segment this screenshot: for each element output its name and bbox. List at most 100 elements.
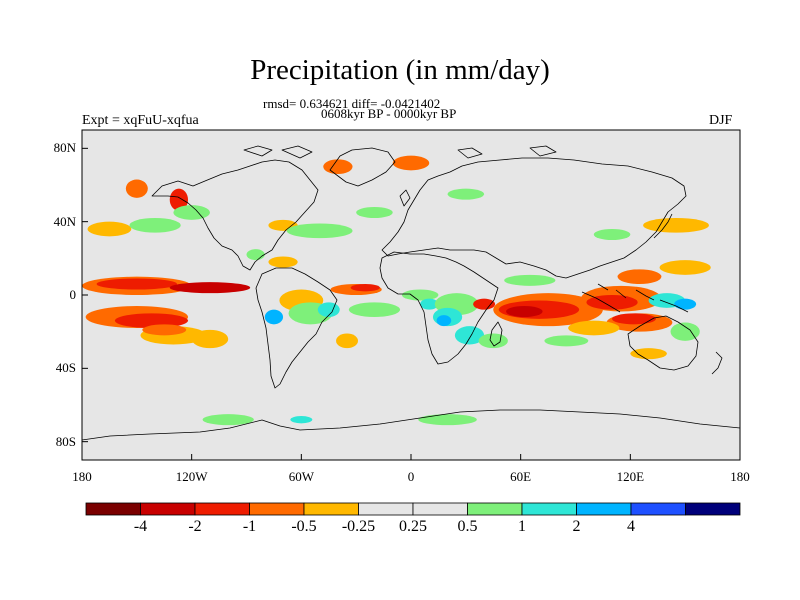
anomaly-region — [290, 416, 313, 424]
colorbar-swatch — [630, 502, 686, 516]
season-label: DJF — [709, 113, 733, 128]
north-america-coast — [151, 159, 319, 271]
anomaly-region — [191, 329, 229, 349]
anomaly-region — [420, 298, 439, 310]
x-tick-label: 120E — [616, 469, 645, 484]
x-tick-label: 180 — [72, 469, 92, 484]
anomaly-region — [169, 282, 251, 294]
anomaly-region — [336, 333, 358, 349]
arctic-islands-coast — [243, 145, 557, 159]
japan-coast — [653, 213, 673, 239]
anomaly-region — [173, 205, 210, 220]
anomaly-region — [436, 315, 452, 327]
coastline-layer — [82, 145, 740, 441]
colorbar-swatch — [412, 502, 468, 516]
anomaly-region — [659, 260, 711, 275]
anomaly-region — [478, 333, 508, 349]
anomaly-region — [593, 229, 631, 240]
experiment-label: Expt = xqFuU-xqfua — [82, 113, 199, 128]
colorbar — [85, 502, 741, 516]
anomaly-region — [286, 223, 353, 239]
colorbar-label: 0.25 — [399, 518, 427, 535]
anomaly-region — [129, 218, 181, 233]
new-zealand-coast — [711, 351, 723, 375]
anomaly-region — [473, 298, 496, 310]
y-tick-label: 80S — [55, 433, 76, 449]
colorbar-label: -0.5 — [291, 518, 317, 535]
axis-ticks — [81, 147, 741, 460]
colorbar-label: -2 — [188, 518, 202, 535]
anomaly-region — [617, 269, 662, 284]
anomaly-region — [674, 298, 697, 310]
x-tick-label: 60E — [510, 469, 532, 484]
anomaly-region — [96, 278, 178, 290]
anomaly-region — [114, 313, 189, 328]
anomaly-region — [323, 159, 353, 175]
anomaly-region — [544, 335, 589, 347]
anomaly-layer — [82, 155, 711, 426]
map-area — [82, 130, 740, 460]
anomaly-region — [169, 188, 189, 211]
anomaly-region — [268, 256, 298, 268]
colorbar-swatch — [249, 502, 305, 516]
anomaly-region — [447, 188, 485, 200]
colorbar-label: 0.5 — [457, 518, 478, 535]
colorbar-swatch — [521, 502, 577, 516]
anomaly-region — [568, 320, 620, 336]
y-tick-label: 0 — [69, 287, 77, 302]
anomaly-region — [418, 414, 477, 426]
anomaly-region — [350, 284, 380, 292]
indonesia-coast — [581, 283, 689, 313]
anomaly-region — [630, 348, 667, 360]
anomaly-region — [401, 289, 439, 301]
x-tick-label: 120W — [175, 469, 208, 484]
colorbar-label: 1 — [518, 518, 526, 535]
australia-coast — [627, 315, 699, 371]
africa-coast — [379, 251, 499, 365]
south-america-coast — [255, 267, 338, 389]
x-tick-label: 180 — [730, 469, 750, 484]
y-tick-label: 40S — [55, 360, 76, 376]
anomaly-region — [264, 309, 284, 325]
colorbar-swatch — [194, 502, 250, 516]
anomaly-region — [356, 207, 393, 218]
anomaly-region — [202, 414, 254, 426]
colorbar-swatch — [358, 502, 414, 516]
colorbar-swatch — [467, 502, 523, 516]
anomaly-region — [392, 155, 430, 171]
eurasia-coast — [381, 157, 687, 279]
anomaly-region — [142, 324, 187, 336]
anomaly-region — [87, 221, 132, 237]
colorbar-label: -0.25 — [341, 518, 376, 535]
colorbar-swatch — [576, 502, 632, 516]
period-subtitle: 0608kyr BP - 0000kyr BP — [321, 106, 457, 121]
anomaly-region — [125, 179, 148, 198]
anomaly-region — [643, 218, 709, 233]
colorbar-label: 4 — [627, 518, 635, 535]
anomaly-region — [454, 326, 485, 345]
anomaly-region — [348, 302, 401, 317]
y-tick-label: 80N — [53, 140, 76, 156]
anomaly-region — [612, 313, 656, 325]
colorbar-swatch — [685, 502, 741, 516]
anomaly-region — [506, 306, 543, 317]
colorbar-swatch — [140, 502, 196, 516]
anomaly-region — [246, 249, 265, 261]
colorbar-swatch — [303, 502, 359, 516]
colorbar-label: 2 — [572, 518, 581, 535]
greenland-coast — [329, 147, 396, 187]
x-tick-label: 60W — [288, 469, 314, 484]
anomaly-region — [504, 274, 556, 286]
x-tick-label: 0 — [407, 469, 415, 484]
colorbar-label: -4 — [133, 518, 148, 535]
y-tick-label: 40N — [53, 213, 76, 229]
anomaly-region — [586, 295, 638, 310]
colorbar-label: -1 — [242, 518, 257, 535]
antarctica-coast — [82, 409, 740, 441]
plot-title: Precipitation (in mm/day) — [250, 54, 550, 86]
stats-subtitle: rmsd= 0.634621 diff= -0.0421402 — [263, 96, 441, 111]
madagascar-coast — [489, 321, 503, 347]
anomaly-region — [670, 322, 700, 341]
colorbar-swatch — [85, 502, 141, 516]
